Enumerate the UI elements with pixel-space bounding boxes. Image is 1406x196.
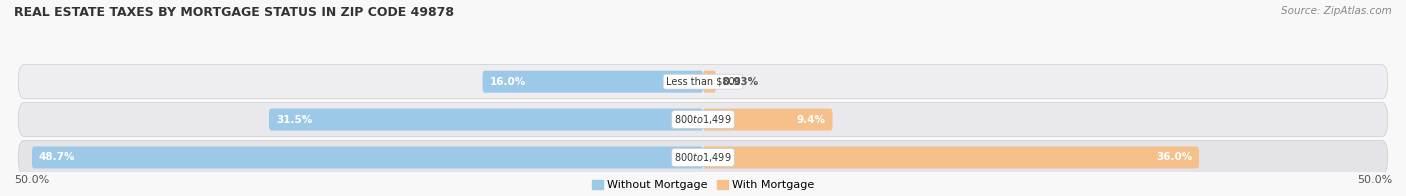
Text: $800 to $1,499: $800 to $1,499: [675, 113, 731, 126]
FancyBboxPatch shape: [18, 103, 1388, 137]
FancyBboxPatch shape: [703, 71, 716, 93]
Text: 48.7%: 48.7%: [39, 152, 76, 162]
FancyBboxPatch shape: [482, 71, 703, 93]
Text: Less than $800: Less than $800: [665, 77, 741, 87]
Text: 31.5%: 31.5%: [276, 114, 312, 125]
Text: $800 to $1,499: $800 to $1,499: [675, 151, 731, 164]
Text: 0.93%: 0.93%: [723, 77, 759, 87]
Legend: Without Mortgage, With Mortgage: Without Mortgage, With Mortgage: [588, 176, 818, 195]
FancyBboxPatch shape: [18, 140, 1388, 174]
Text: 36.0%: 36.0%: [1156, 152, 1192, 162]
FancyBboxPatch shape: [269, 109, 703, 131]
Text: 50.0%: 50.0%: [1357, 174, 1392, 185]
Text: 50.0%: 50.0%: [14, 174, 49, 185]
Text: 16.0%: 16.0%: [489, 77, 526, 87]
FancyBboxPatch shape: [703, 146, 1199, 168]
FancyBboxPatch shape: [18, 65, 1388, 99]
Text: REAL ESTATE TAXES BY MORTGAGE STATUS IN ZIP CODE 49878: REAL ESTATE TAXES BY MORTGAGE STATUS IN …: [14, 6, 454, 19]
Text: 9.4%: 9.4%: [797, 114, 825, 125]
Text: Source: ZipAtlas.com: Source: ZipAtlas.com: [1281, 6, 1392, 16]
FancyBboxPatch shape: [32, 146, 703, 168]
FancyBboxPatch shape: [703, 109, 832, 131]
